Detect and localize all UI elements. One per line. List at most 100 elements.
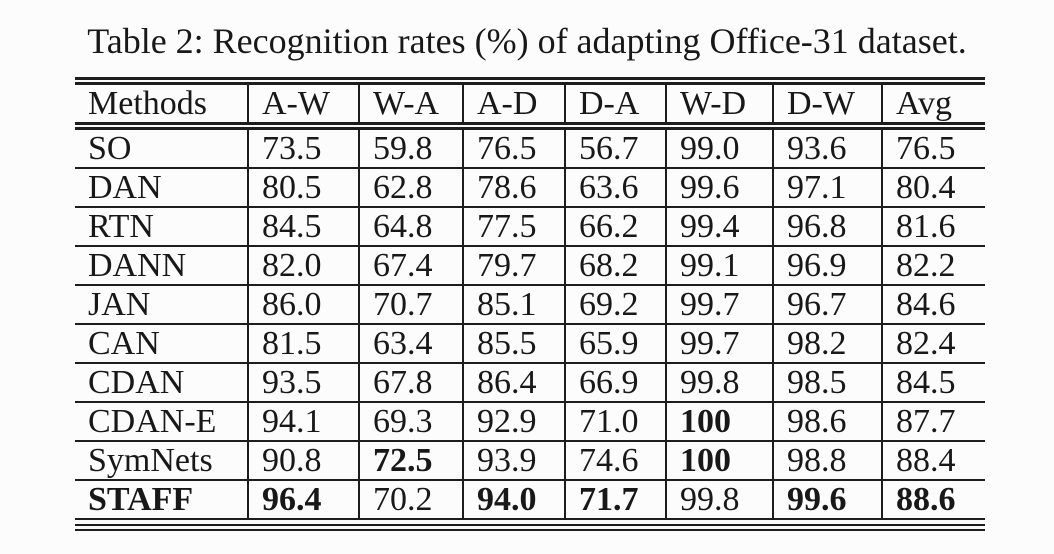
- value-cell: 99.6: [772, 479, 882, 520]
- value-cell: 94.1: [247, 401, 359, 441]
- table-row: STAFF 96.4 70.2 94.0 71.7 99.8 99.6 88.6: [75, 479, 985, 520]
- method-cell: RTN: [75, 206, 248, 246]
- value-cell: 84.5: [247, 206, 359, 246]
- method-cell: DANN: [75, 245, 248, 285]
- column-header-a-w: A-W: [247, 81, 359, 130]
- value-cell: 76.5: [881, 126, 985, 168]
- value-cell: 93.5: [247, 362, 359, 402]
- value-cell: 99.8: [665, 479, 773, 520]
- method-cell: SymNets: [75, 440, 248, 480]
- value-cell: 64.8: [358, 206, 463, 246]
- value-cell: 59.8: [358, 126, 463, 168]
- value-cell: 79.7: [462, 245, 565, 285]
- table-row: DANN 82.0 67.4 79.7 68.2 99.1 96.9 82.2: [75, 245, 985, 285]
- column-header-d-w: D-W: [772, 81, 882, 130]
- value-cell: 66.2: [564, 206, 666, 246]
- column-header-a-d: A-D: [462, 81, 565, 130]
- method-cell: STAFF: [75, 479, 248, 520]
- value-cell: 93.9: [462, 440, 565, 480]
- value-cell: 76.5: [462, 126, 565, 168]
- value-cell: 98.6: [772, 401, 882, 441]
- value-cell: 85.1: [462, 284, 565, 324]
- method-cell: CAN: [75, 323, 248, 363]
- value-cell: 99.8: [665, 362, 773, 402]
- results-table: Methods A-W W-A A-D D-A W-D D-W Avg SO 73.5 59.8 7…: [75, 77, 985, 520]
- value-cell: 98.2: [772, 323, 882, 363]
- table-row: DAN 80.5 62.8 78.6 63.6 99.6 97.1 80.4: [75, 167, 985, 207]
- value-cell: 93.6: [772, 126, 882, 168]
- value-cell: 99.7: [665, 284, 773, 324]
- value-cell: 71.7: [564, 479, 666, 520]
- table-caption: Table 2: Recognition rates (%) of adapti…: [87, 21, 967, 61]
- value-cell: 82.4: [881, 323, 985, 363]
- value-cell: 84.6: [881, 284, 985, 324]
- column-header-w-a: W-A: [358, 81, 463, 130]
- value-cell: 85.5: [462, 323, 565, 363]
- column-header-w-d: W-D: [665, 81, 773, 130]
- value-cell: 82.2: [881, 245, 985, 285]
- value-cell: 63.4: [358, 323, 463, 363]
- value-cell: 94.0: [462, 479, 565, 520]
- value-cell: 62.8: [358, 167, 463, 207]
- value-cell: 96.8: [772, 206, 882, 246]
- table-row: CAN 81.5 63.4 85.5 65.9 99.7 98.2 82.4: [75, 323, 985, 363]
- value-cell: 96.7: [772, 284, 882, 324]
- value-cell: 69.2: [564, 284, 666, 324]
- table-bottom-rule: [75, 524, 985, 531]
- value-cell: 80.5: [247, 167, 359, 207]
- value-cell: 67.4: [358, 245, 463, 285]
- value-cell: 66.9: [564, 362, 666, 402]
- value-cell: 65.9: [564, 323, 666, 363]
- value-cell: 74.6: [564, 440, 666, 480]
- value-cell: 87.7: [881, 401, 985, 441]
- results-table-container: Methods A-W W-A A-D D-A W-D D-W Avg SO 73.5 59.8 7…: [75, 77, 985, 531]
- value-cell: 81.6: [881, 206, 985, 246]
- method-cell: SO: [88, 130, 132, 167]
- value-cell: 96.9: [772, 245, 882, 285]
- method-cell: DAN: [75, 167, 248, 207]
- value-cell: 99.7: [665, 323, 773, 363]
- value-cell: 81.5: [247, 323, 359, 363]
- value-cell: 56.7: [564, 126, 666, 168]
- value-cell: 88.4: [881, 440, 985, 480]
- value-cell: 98.5: [772, 362, 882, 402]
- value-cell: 78.6: [462, 167, 565, 207]
- value-cell: 99.4: [665, 206, 773, 246]
- value-cell: 98.8: [772, 440, 882, 480]
- table-row: CDAN 93.5 67.8 86.4 66.9 99.8 98.5 84.5: [75, 362, 985, 402]
- table-row: JAN 86.0 70.7 85.1 69.2 99.7 96.7 84.6: [75, 284, 985, 324]
- method-cell: CDAN: [75, 362, 248, 402]
- value-cell: 88.6: [881, 479, 985, 520]
- value-cell: 69.3: [358, 401, 463, 441]
- value-cell: 82.0: [247, 245, 359, 285]
- value-cell: 99.0: [665, 126, 773, 168]
- table-row: SymNets 90.8 72.5 93.9 74.6 100 98.8 88.4: [75, 440, 985, 480]
- table-row: CDAN-E 94.1 69.3 92.9 71.0 100 98.6 87.7: [75, 401, 985, 441]
- table-body: SO 73.5 59.8 76.5 56.7 99.0 93.6 76.5 DAN 80.5 62.…: [75, 126, 985, 520]
- value-cell: 92.9: [462, 401, 565, 441]
- value-cell: 63.6: [564, 167, 666, 207]
- column-header-d-a: D-A: [564, 81, 666, 130]
- value-cell: 70.7: [358, 284, 463, 324]
- value-cell: 71.0: [564, 401, 666, 441]
- value-cell: 70.2: [358, 479, 463, 520]
- value-cell: 90.8: [247, 440, 359, 480]
- value-cell: 97.1: [772, 167, 882, 207]
- value-cell: 67.8: [358, 362, 463, 402]
- value-cell: 86.4: [462, 362, 565, 402]
- value-cell: 68.2: [564, 245, 666, 285]
- value-cell: 80.4: [881, 167, 985, 207]
- value-cell: 77.5: [462, 206, 565, 246]
- value-cell: 100: [665, 401, 773, 441]
- value-cell: 96.4: [247, 479, 359, 520]
- value-cell: 72.5: [358, 440, 463, 480]
- table-row: RTN 84.5 64.8 77.5 66.2 99.4 96.8 81.6: [75, 206, 985, 246]
- value-cell: 99.1: [665, 245, 773, 285]
- value-cell: 86.0: [247, 284, 359, 324]
- value-cell: 100: [665, 440, 773, 480]
- method-cell: CDAN-E: [75, 401, 248, 441]
- header-row: Methods A-W W-A A-D D-A W-D D-W Avg: [75, 81, 985, 130]
- value-cell: 73.5: [247, 126, 359, 168]
- value-cell: 84.5: [881, 362, 985, 402]
